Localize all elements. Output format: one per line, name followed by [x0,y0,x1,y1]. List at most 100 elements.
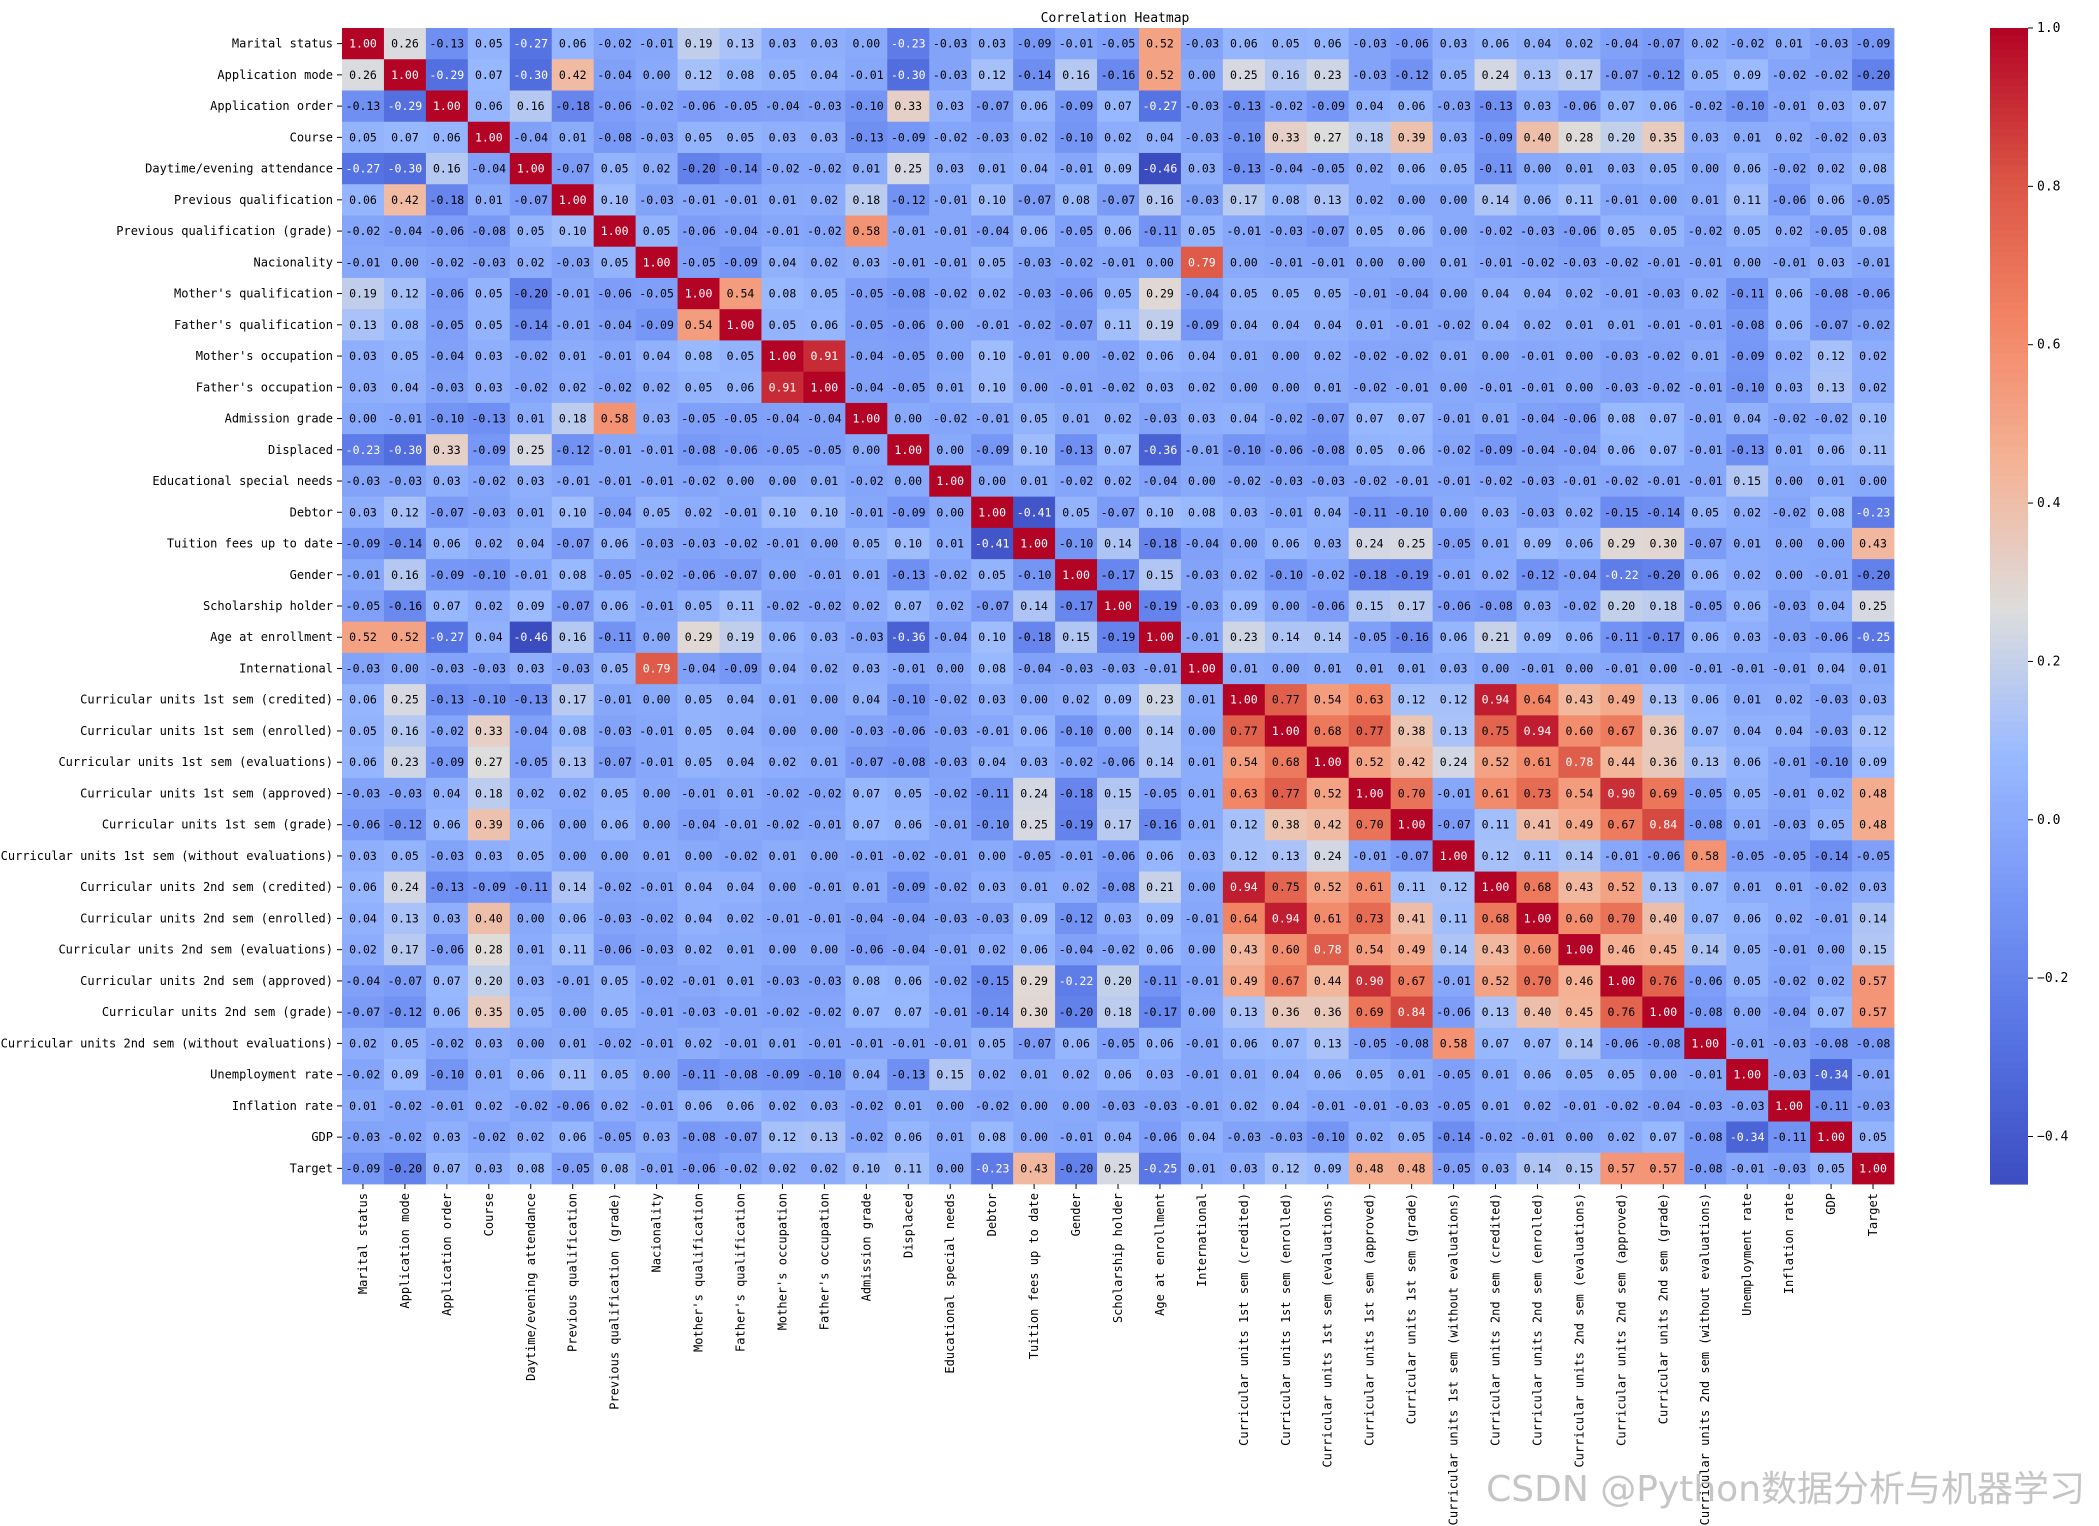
cell-value-label: -0.10 [471,693,506,707]
cell-value-label: -0.02 [1059,255,1094,269]
cell-value-label: -0.01 [849,68,884,82]
heatmap-cell [1013,215,1056,248]
cell-value-label: 0.45 [1649,943,1677,957]
column-label: Mother's occupation [775,1193,789,1330]
heatmap-cell [719,371,762,404]
colorbar-segment [1990,909,2028,918]
heatmap-cell [342,246,385,279]
column-label: Nacionality [650,1193,664,1272]
cell-value-label: -0.01 [1562,1099,1597,1113]
heatmap-cell [1180,152,1224,185]
heatmap-cell [1348,309,1392,341]
cell-value-label: 0.00 [1566,661,1594,675]
cell-value-label: 0.08 [1272,193,1300,207]
cell-value-label: 0.14 [559,880,587,894]
cell-value-label: -0.10 [807,1068,842,1082]
colorbar-tick-label: 0.2 [2037,654,2060,669]
heatmap-cell [593,402,637,435]
cell-value-label: -0.04 [1059,943,1094,957]
heatmap-cell [1138,215,1182,248]
cell-value-label: 0.15 [936,1068,964,1082]
cell-value-label: 0.14 [1104,537,1132,551]
cell-value-label: -0.01 [1352,1099,1387,1113]
cell-value-label: -0.01 [1730,1161,1765,1175]
cell-value-label: -0.05 [555,1161,590,1175]
heatmap-cell [761,402,804,435]
heatmap-cell [467,28,511,60]
heatmap-cell [1390,152,1433,185]
colorbar-segment [1990,656,2028,665]
cell-value-label: -0.11 [1143,224,1178,238]
cell-value-label: 0.02 [769,1161,797,1175]
cell-value-label: 0.02 [1566,505,1594,519]
heatmap-cell [1684,121,1727,154]
cell-value-label: -0.03 [807,99,842,113]
heatmap-cell [1558,215,1601,248]
cell-value-label: -0.06 [1059,287,1094,301]
heatmap-cell [1852,371,1895,404]
heatmap-cell [1558,277,1601,310]
cell-value-label: 0.57 [1859,1005,1887,1019]
cell-value-label: -0.13 [430,880,465,894]
cell-value-label: 0.03 [1733,630,1761,644]
cell-value-label: 0.00 [1020,1099,1048,1113]
cell-value-label: 0.04 [1272,1099,1300,1113]
heatmap-cell [1600,215,1643,248]
cell-value-label: 0.05 [601,1068,629,1082]
cell-value-label: 0.00 [1691,162,1719,176]
cell-value-label: 0.26 [391,37,419,51]
cell-value-label: 0.09 [1146,911,1174,925]
cell-value-label: -0.01 [1772,755,1807,769]
cell-value-label: -0.08 [1814,1036,1849,1050]
cell-value-label: -0.03 [1143,412,1178,426]
colorbar-segment [1990,1082,2028,1091]
cell-value-label: 0.00 [769,880,797,894]
heatmap-cell [1390,184,1433,216]
cell-value-label: -0.01 [1856,1068,1891,1082]
cell-value-label: -0.03 [1059,661,1094,675]
cell-value-label: 0.00 [1104,724,1132,738]
colorbar-segment [1990,1169,2028,1178]
heatmap-cell [1432,309,1475,341]
cell-value-label: -0.03 [975,911,1010,925]
colorbar-segment [1990,374,2028,383]
heatmap-cell [929,184,972,216]
cell-value-label: 0.19 [685,37,713,51]
colorbar-tick-label: −0.4 [2037,1129,2068,1144]
cell-value-label: 0.54 [685,318,713,332]
colorbar-segment [1990,1003,2028,1012]
cell-value-label: -0.04 [471,162,506,176]
cell-value-label: 0.00 [978,474,1006,488]
cell-value-label: -0.10 [1059,537,1094,551]
cell-value-label: 0.02 [1733,505,1761,519]
cell-value-label: 0.02 [1104,474,1132,488]
cell-value-label: -0.02 [891,849,926,863]
row-label: Inflation rate [232,1099,333,1113]
cell-value-label: -0.02 [1352,349,1387,363]
cell-value-label: -0.02 [597,37,632,51]
cell-value-label: -0.06 [849,943,884,957]
heatmap-cell [803,215,846,248]
cell-value-label: -0.01 [807,1036,842,1050]
heatmap-cell [1558,496,1601,529]
cell-value-label: -0.02 [1436,443,1471,457]
heatmap-cell [1138,496,1182,529]
cell-value-label: 0.00 [1272,599,1300,613]
colorbar-segment [1990,389,2028,398]
cell-value-label: -0.01 [765,911,800,925]
cell-value-label: -0.01 [1772,255,1807,269]
cell-value-label: -0.01 [723,505,758,519]
heatmap-cell [971,59,1014,91]
colorbar-segment [1990,1017,2028,1026]
cell-value-label: 0.04 [1272,318,1300,332]
cell-value-label: 0.01 [769,193,797,207]
heatmap-cell [1222,340,1266,373]
heatmap-cell [761,277,804,310]
cell-value-label: -0.03 [1017,255,1052,269]
heatmap-cell [1852,28,1895,60]
heatmap-cell [719,59,762,91]
cell-value-label: 0.07 [433,1161,461,1175]
cell-value-label: 0.02 [811,193,839,207]
heatmap-cell [1138,246,1182,279]
cell-value-label: -0.22 [1604,568,1639,582]
